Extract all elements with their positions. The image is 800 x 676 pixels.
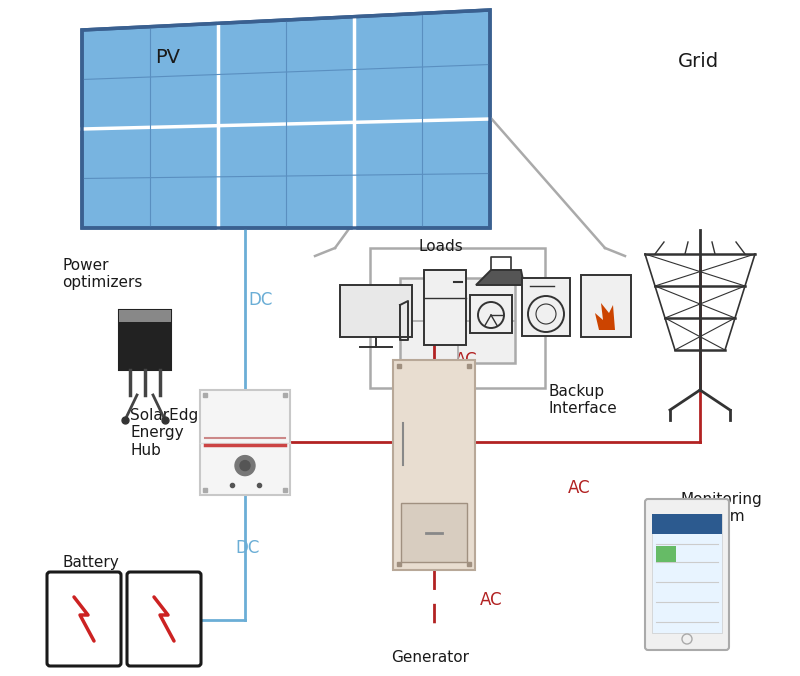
Text: Power
optimizers: Power optimizers [62,258,142,291]
FancyBboxPatch shape [119,310,171,322]
FancyBboxPatch shape [340,285,412,337]
Text: SolarEdge
Energy
Hub: SolarEdge Energy Hub [130,408,208,458]
Text: Monitoring
Platform: Monitoring Platform [680,492,762,525]
FancyBboxPatch shape [645,499,729,650]
FancyBboxPatch shape [200,390,290,495]
Text: Battery: Battery [62,555,118,570]
FancyBboxPatch shape [119,310,171,370]
FancyBboxPatch shape [127,572,201,666]
FancyBboxPatch shape [393,360,475,570]
Circle shape [235,456,255,476]
FancyBboxPatch shape [47,572,121,666]
FancyBboxPatch shape [401,503,467,562]
Text: Generator: Generator [391,650,469,665]
FancyBboxPatch shape [370,248,545,388]
Text: AC: AC [568,479,590,497]
Text: Loads: Loads [418,239,462,254]
FancyBboxPatch shape [652,514,722,534]
FancyBboxPatch shape [522,278,570,336]
FancyBboxPatch shape [470,295,512,333]
Text: AC: AC [395,479,418,497]
Text: PV: PV [155,48,180,67]
Polygon shape [82,10,490,228]
FancyBboxPatch shape [656,546,676,562]
Polygon shape [595,303,615,330]
FancyBboxPatch shape [424,270,466,345]
FancyBboxPatch shape [581,275,631,337]
FancyBboxPatch shape [400,278,515,363]
Text: Grid: Grid [678,52,718,71]
Text: AC: AC [455,351,478,369]
Text: Backup
Interface: Backup Interface [548,384,617,416]
Circle shape [240,460,250,470]
Text: AC: AC [480,591,502,609]
Text: DC: DC [248,291,272,309]
Text: DC: DC [235,539,259,557]
Polygon shape [476,270,524,285]
FancyBboxPatch shape [652,514,722,633]
